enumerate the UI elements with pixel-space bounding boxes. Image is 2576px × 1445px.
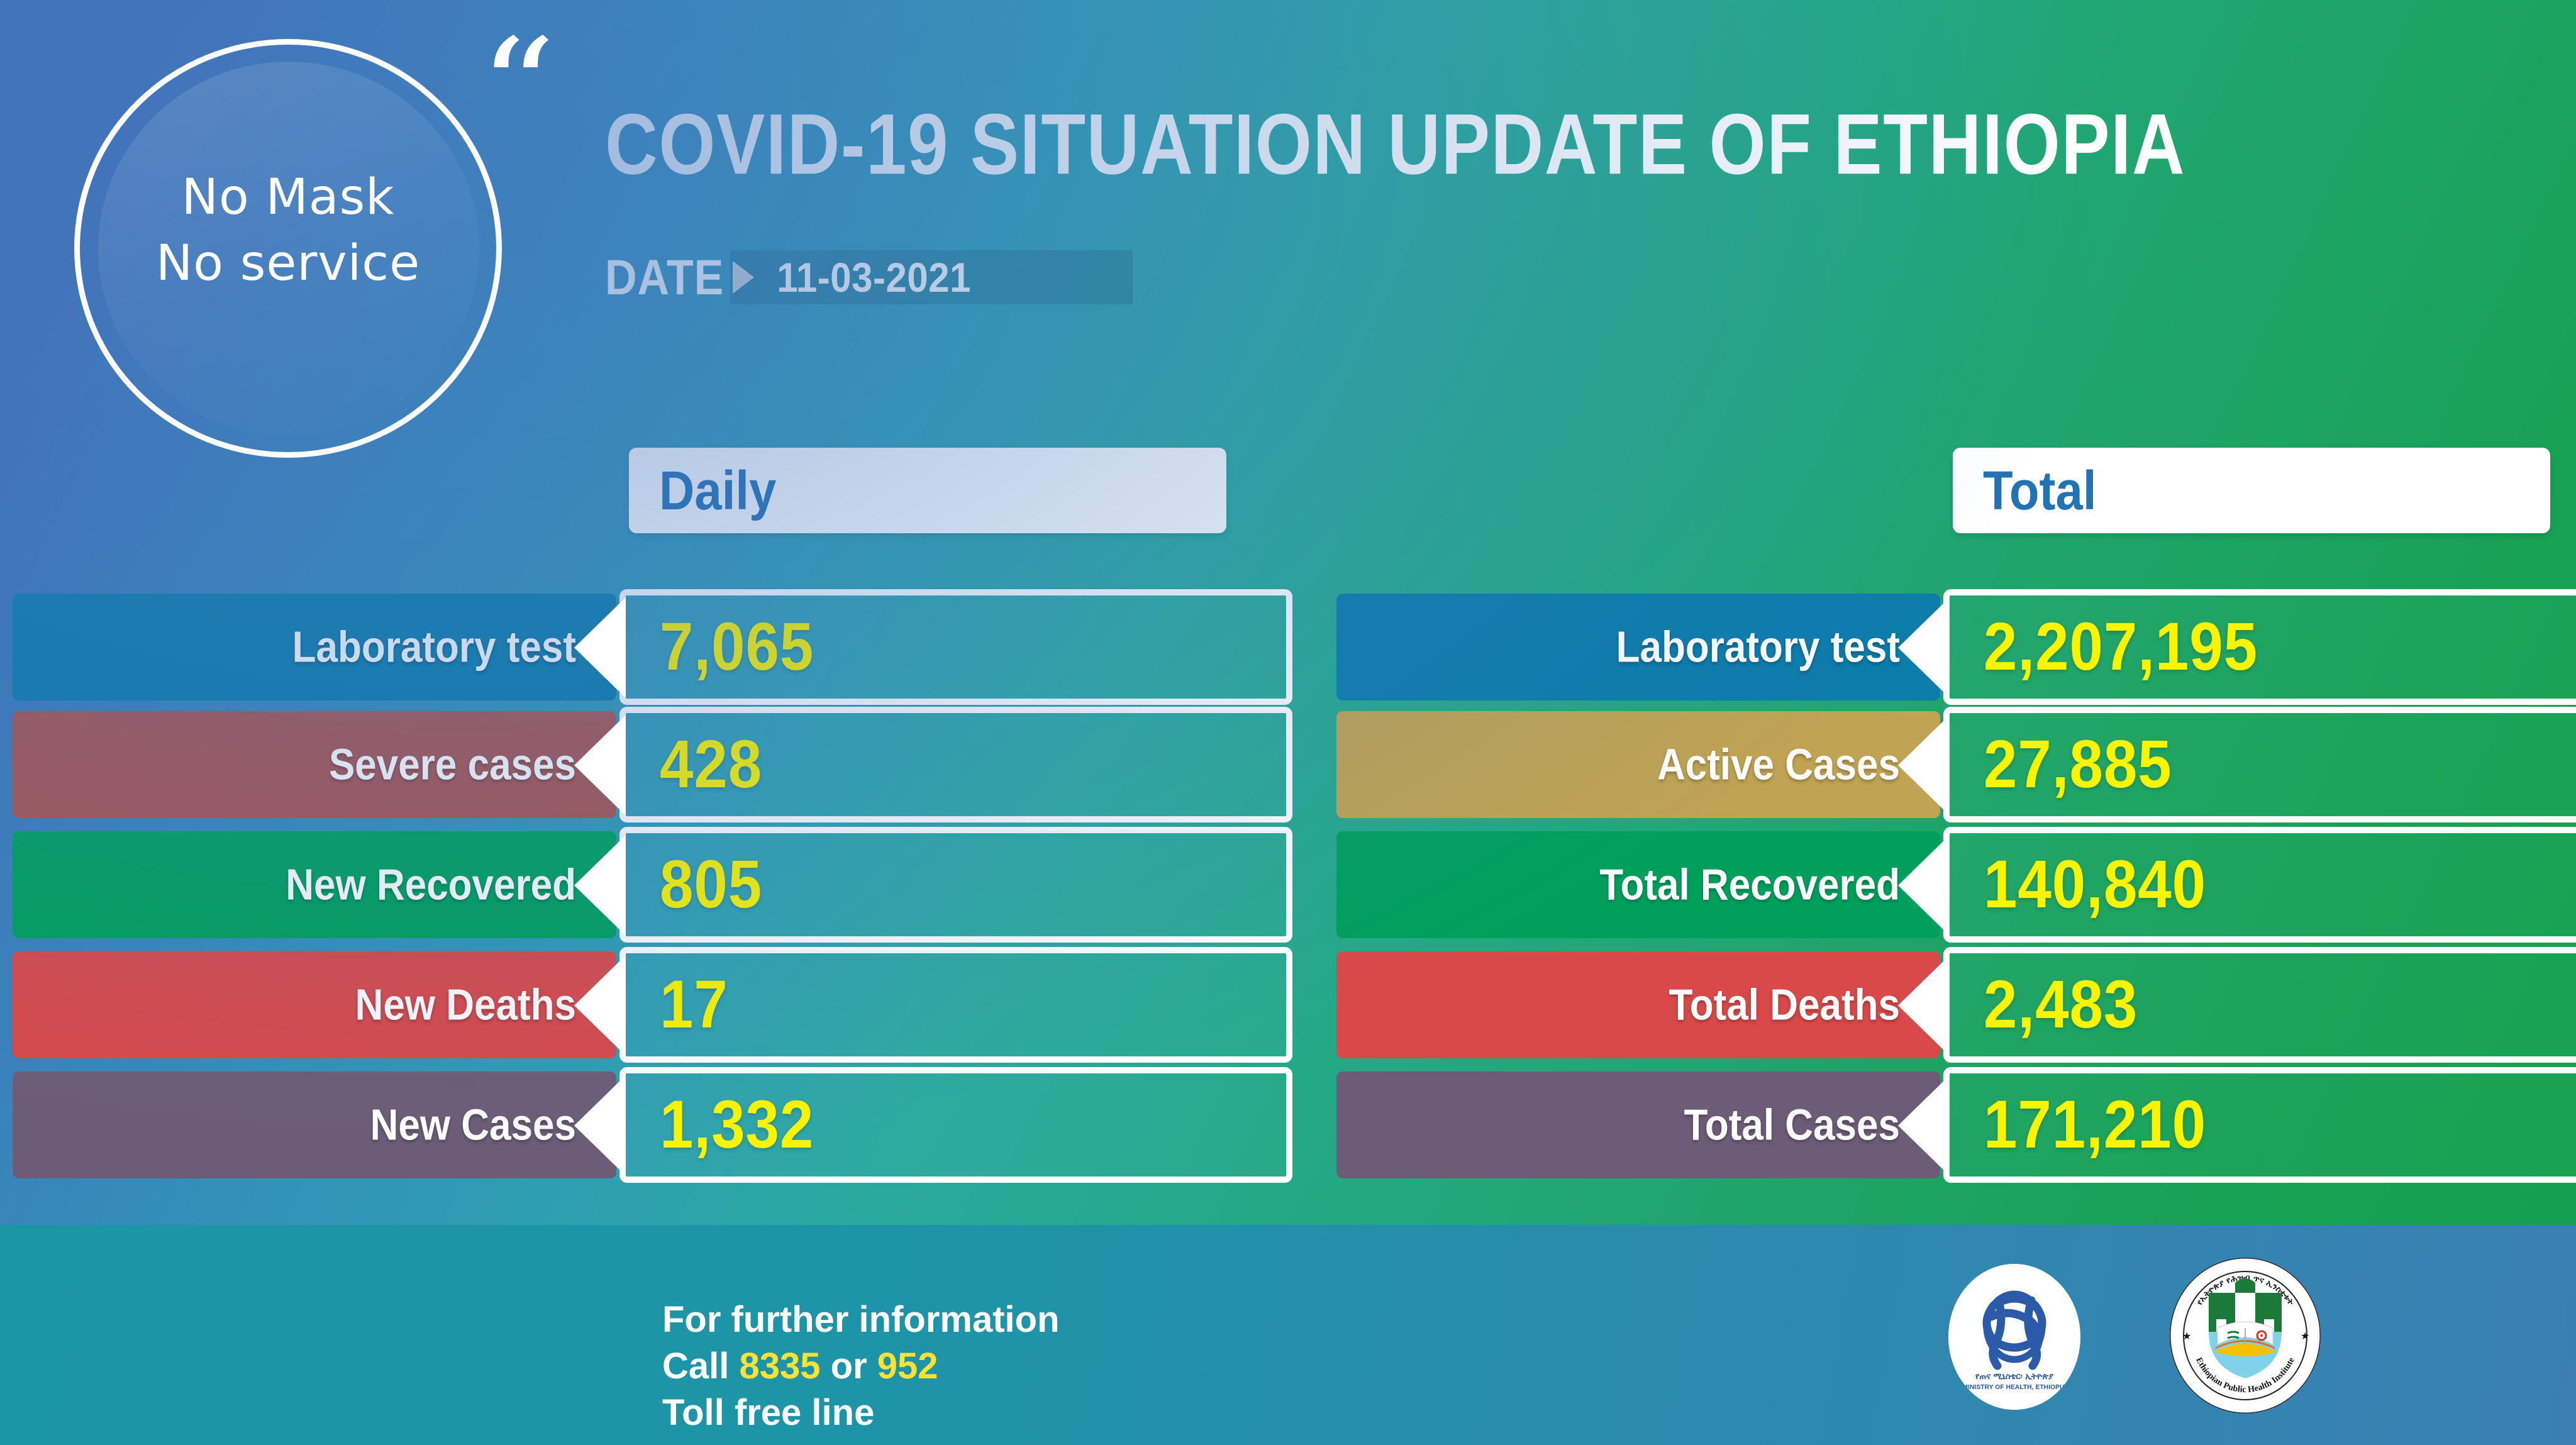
table-row: Laboratory test 2,207,195: [1336, 589, 2576, 705]
contact-line-3: Toll free line: [662, 1392, 875, 1434]
ephi-star-right-icon: ★: [2301, 1331, 2309, 1342]
column-header-daily: Daily: [629, 448, 1226, 533]
row-label-bar: Total Deaths: [1336, 951, 1940, 1058]
row-value: 140,840: [1984, 846, 2207, 922]
play-arrow-icon: [733, 261, 755, 294]
row-label-bar: Active Cases: [1336, 711, 1940, 818]
footer-band: [0, 1225, 2576, 1445]
row-value: 27,885: [1984, 726, 2172, 802]
contact-line-2: Call 8335 or 952: [662, 1343, 1060, 1390]
ephi-emblem-icon: የኢትዮጵያ የሕዝብ ጥና ኢንስቲቱት Ethiopian Public H…: [2170, 1258, 2321, 1414]
row-label: New Cases: [370, 1100, 576, 1149]
row-value-box: 2,207,195: [1943, 589, 2576, 705]
row-notch-icon: [1898, 955, 1950, 1056]
contact-call-prefix: Call: [662, 1346, 740, 1387]
row-notch-icon: [574, 1075, 626, 1176]
table-row: Total Deaths 2,483: [1336, 947, 2576, 1063]
table-row: New Cases 1,332: [13, 1067, 1292, 1183]
row-label: Laboratory test: [292, 623, 576, 672]
row-label: Total Cases: [1684, 1100, 1900, 1149]
ephi-star-left-icon: ★: [2182, 1331, 2191, 1342]
hotline-number-secondary: 952: [877, 1346, 938, 1387]
column-header-total-label: Total: [1983, 459, 2097, 521]
moh-caption-amharic: የጠና ሚኒስቴር፡ ኢትዮጵያ: [1975, 1372, 2053, 1381]
ministry-of-health-logo: የጠና ሚኒስቴር፡ ኢትዮጵያ MINISTRY OF HEALTH, ETH…: [1948, 1264, 2080, 1410]
row-notch-icon: [574, 597, 626, 698]
row-notch-icon: [1898, 715, 1950, 816]
table-row: Severe cases 428: [13, 707, 1292, 822]
row-notch-icon: [1898, 835, 1950, 936]
row-label-bar: Severe cases: [13, 711, 616, 818]
table-row: Laboratory test 7,065: [13, 589, 1292, 705]
contact-info: For further information Call 8335 or 952…: [662, 1297, 1060, 1437]
no-mask-no-service-badge: “ No Mask No service: [74, 21, 556, 458]
badge-ring: [74, 39, 502, 458]
row-notch-icon: [574, 715, 626, 816]
hotline-number-primary: 8335: [739, 1346, 821, 1387]
table-row: New Recovered 805: [13, 827, 1292, 943]
date-row: DATE 11-03-2021: [605, 250, 1133, 305]
table-row: Active Cases 27,885: [1336, 707, 2576, 822]
row-value: 2,483: [1984, 966, 2138, 1043]
column-header-daily-label: Daily: [659, 459, 777, 521]
row-label-bar: Total Cases: [1336, 1071, 1940, 1178]
row-value: 171,210: [1984, 1087, 2207, 1163]
row-value: 1,332: [660, 1087, 814, 1163]
row-value: 7,065: [660, 609, 814, 685]
row-label-bar: New Deaths: [13, 951, 616, 1058]
row-label: New Recovered: [286, 860, 576, 909]
date-chip: 11-03-2021: [730, 250, 1133, 304]
row-value-box: 428: [619, 707, 1292, 822]
row-notch-icon: [574, 955, 626, 1056]
ephi-shield: [2209, 1278, 2282, 1378]
row-label-bar: New Recovered: [13, 831, 616, 938]
row-label: Active Cases: [1657, 740, 1900, 789]
row-value-box: 27,885: [1943, 707, 2576, 822]
row-label: Total Deaths: [1668, 980, 1900, 1029]
badge-line-2: No service: [155, 235, 421, 292]
row-value: 428: [660, 726, 763, 802]
ethiopian-public-health-institute-logo: የኢትዮጵያ የሕዝብ ጥና ኢንስቲቱት Ethiopian Public H…: [2170, 1258, 2321, 1414]
row-notch-icon: [1898, 597, 1950, 698]
row-notch-icon: [1898, 1075, 1950, 1176]
row-value-box: 805: [619, 827, 1292, 943]
badge-text: No Mask No service: [74, 165, 502, 296]
row-label: Laboratory test: [1616, 623, 1900, 672]
row-value: 17: [660, 966, 728, 1043]
moh-emblem-icon: የጠና ሚኒስቴር፡ ኢትዮጵያ MINISTRY OF HEALTH, ETH…: [1948, 1264, 2080, 1410]
row-value: 2,207,195: [1984, 609, 2258, 685]
row-value-box: 17: [619, 947, 1292, 1063]
column-header-total: Total: [1953, 448, 2550, 533]
row-value-box: 2,483: [1943, 947, 2576, 1063]
contact-line-1: For further information: [662, 1299, 1060, 1340]
row-label: Total Recovered: [1599, 860, 1900, 909]
table-row: New Deaths 17: [13, 947, 1292, 1063]
row-value-box: 1,332: [619, 1067, 1292, 1183]
moh-caption-english: MINISTRY OF HEALTH, ETHIOPIA: [1963, 1384, 2067, 1391]
badge-line-1: No Mask: [181, 169, 395, 226]
row-value-box: 171,210: [1943, 1067, 2576, 1183]
row-label-bar: Laboratory test: [13, 594, 616, 700]
row-value-box: 140,840: [1943, 827, 2576, 943]
contact-or: or: [820, 1346, 877, 1387]
date-label: DATE: [605, 250, 724, 305]
row-value: 805: [660, 846, 763, 922]
row-label-bar: Laboratory test: [1336, 594, 1940, 700]
date-value: 11-03-2021: [777, 254, 971, 301]
row-notch-icon: [574, 835, 626, 936]
row-label: Severe cases: [328, 740, 576, 789]
row-value-box: 7,065: [619, 589, 1292, 705]
row-label: New Deaths: [355, 980, 576, 1029]
row-label-bar: Total Recovered: [1336, 831, 1940, 938]
page-title: COVID-19 SITUATION UPDATE OF ETHIOPIA: [605, 96, 2186, 192]
table-row: Total Recovered 140,840: [1336, 827, 2576, 943]
quotation-mark-icon: “: [478, 10, 557, 164]
row-label-bar: New Cases: [13, 1071, 616, 1178]
table-row: Total Cases 171,210: [1336, 1067, 2576, 1183]
